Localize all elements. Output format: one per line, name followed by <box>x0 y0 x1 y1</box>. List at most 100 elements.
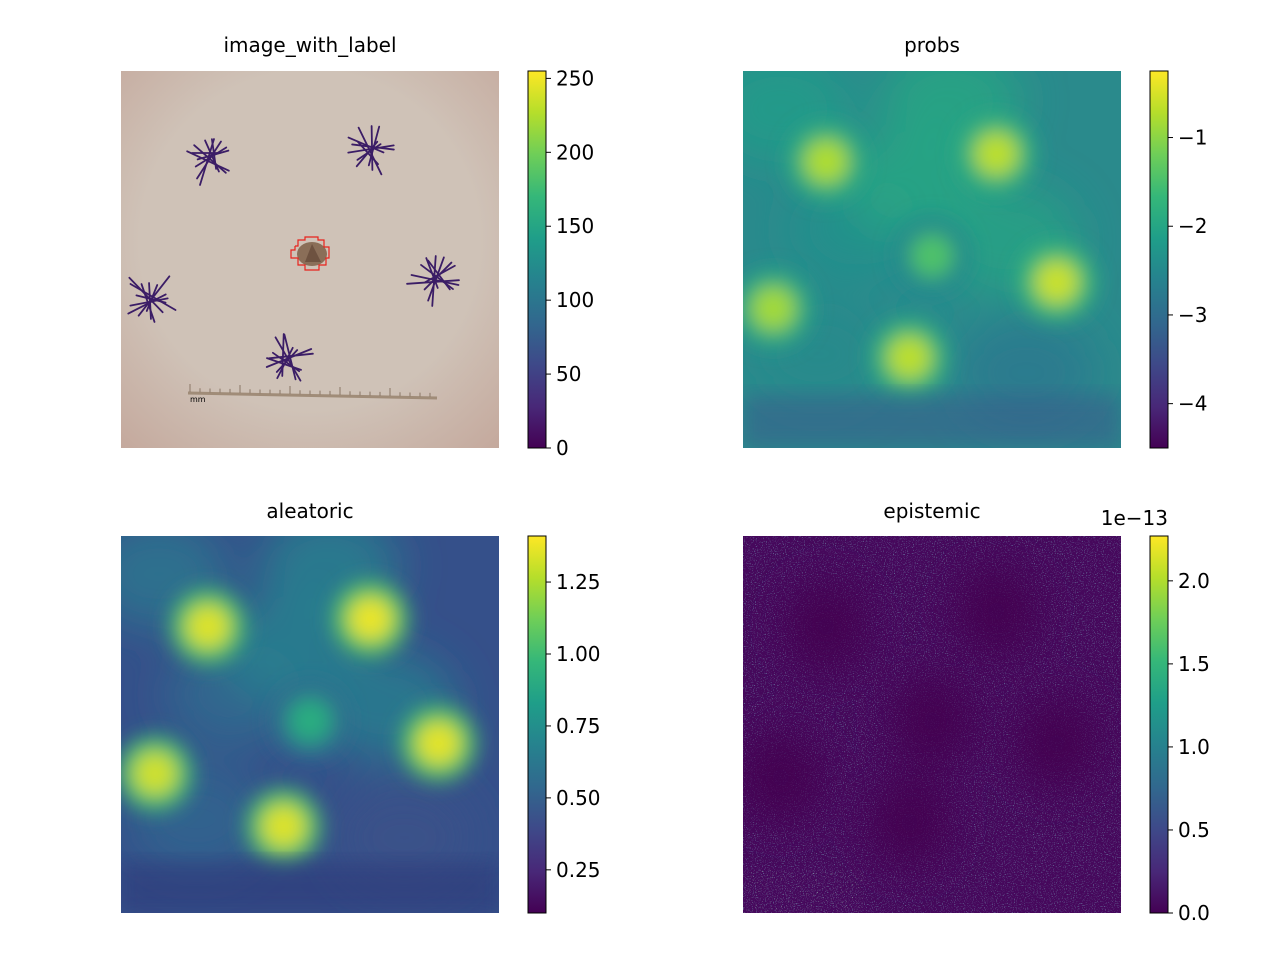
colorbar-tick-label: 2.0 <box>1178 569 1210 593</box>
ink-stroke <box>137 275 171 317</box>
ink-stroke <box>127 293 167 315</box>
ink-mark <box>265 333 314 382</box>
ink-marks <box>127 125 460 382</box>
ink-mark <box>186 138 230 186</box>
ink-stroke <box>406 279 460 285</box>
lesion <box>290 236 330 271</box>
low-uncertainty-region <box>786 580 867 673</box>
hotspot-core <box>751 286 796 331</box>
colorbar-image-with-label: 0 50 100 150 200 250 <box>527 66 594 460</box>
colorbar-tick-label: −2 <box>1178 214 1207 238</box>
heatmap-bottom-band <box>121 862 499 913</box>
colorbar-tick-label: 200 <box>556 140 594 164</box>
heatmap-area <box>743 536 1121 913</box>
ruler-label: mm <box>190 395 206 404</box>
heatmap-area <box>121 536 499 913</box>
colorbar-tick-label: −3 <box>1178 303 1207 327</box>
ink-stroke <box>194 146 228 168</box>
heatmap-bottom-band <box>743 395 1121 448</box>
ruler-ticks <box>189 384 431 397</box>
label-outline <box>290 236 330 271</box>
colorbar-tick-label: 150 <box>556 214 594 238</box>
hotspot-core <box>288 698 332 743</box>
hotspot-core <box>261 804 306 849</box>
colorbar-gradient <box>1149 535 1169 914</box>
colorbar-tick-label: 50 <box>556 362 581 386</box>
low-uncertainty-region <box>1016 697 1097 790</box>
colorbar-tick-label: 0.5 <box>1178 818 1210 842</box>
colorbar-tick-label: 250 <box>556 66 594 90</box>
hotspot-core <box>185 604 230 649</box>
heatmap-patch <box>221 594 362 705</box>
colorbar-tick-label: 0.50 <box>556 786 601 810</box>
low-uncertainty-region <box>869 776 950 869</box>
colorbar-gradient <box>527 535 547 914</box>
hotspot-core <box>348 596 393 641</box>
lesion-center <box>305 244 321 262</box>
colorbar-ticks: 0.25 0.50 0.75 1.00 1.25 <box>546 570 601 882</box>
colorbar-tick-label: 1.00 <box>556 642 601 666</box>
colorbar-offset-label: 1e−13 <box>1101 506 1168 530</box>
colorbar-tick-label: −1 <box>1178 126 1207 150</box>
colorbar-tick-label: 0.0 <box>1178 901 1210 925</box>
colorbar-tick-label: 0 <box>556 436 569 460</box>
ink-stroke <box>196 140 222 180</box>
ink-stroke <box>347 136 385 154</box>
ink-stroke <box>266 357 302 371</box>
hotspot-core <box>910 233 954 278</box>
low-uncertainty-region <box>956 565 1037 658</box>
colorbar-tick-label: 1.25 <box>556 570 601 594</box>
heatmap-edge-noise <box>743 870 863 913</box>
heatmap-patch <box>843 129 984 240</box>
hotspot-core <box>133 751 178 796</box>
colorbar-tick-label: −4 <box>1178 392 1207 416</box>
panel-image-with-label: image_with_label mm 0 50 100 150 200 250 <box>121 33 594 460</box>
ink-mark <box>347 125 395 176</box>
ink-stroke <box>268 352 314 360</box>
ink-stroke <box>420 264 454 290</box>
ink-stroke <box>199 138 215 186</box>
hotspot-core <box>804 139 849 184</box>
colorbar-aleatoric: 0.25 0.50 0.75 1.00 1.25 <box>527 535 601 914</box>
panel-aleatoric: aleatoric 0.25 0.50 0.75 1.00 1.25 <box>121 499 601 914</box>
ink-stroke <box>265 348 313 368</box>
hotspot-core <box>974 131 1019 176</box>
ink-mark <box>406 255 460 307</box>
colorbar-ticks: −1 −2 −3 −4 <box>1168 126 1207 416</box>
ink-stroke <box>135 294 167 304</box>
ruler-line <box>187 391 438 400</box>
colorbar-gradient <box>1149 70 1169 449</box>
panel-probs: probs −1 −2 −3 −4 <box>743 33 1207 449</box>
colorbar-ticks: 0.0 0.5 1.0 1.5 2.0 <box>1168 569 1210 925</box>
panel-epistemic: epistemic 0.0 0.5 1.0 1.5 2.0 1e−13 <box>743 499 1210 925</box>
panel-title: epistemic <box>883 499 980 523</box>
ink-mark <box>127 275 177 323</box>
panel-title: probs <box>904 33 960 57</box>
heatmap-dark-blobs <box>743 565 1097 869</box>
colorbar-tick-label: 1.5 <box>1178 652 1210 676</box>
ruler: mm <box>187 384 438 404</box>
hotspot-core <box>887 335 932 380</box>
hotspot-core <box>1034 260 1079 305</box>
low-uncertainty-region <box>743 731 821 824</box>
ink-stroke <box>145 284 159 312</box>
image-area: mm <box>121 71 499 448</box>
hotspot-core <box>416 721 461 766</box>
colorbar-tick-label: 0.25 <box>556 858 601 882</box>
colorbar-tick-label: 100 <box>556 288 594 312</box>
colorbar-gradient <box>527 70 547 449</box>
colorbar-ticks: 0 50 100 150 200 250 <box>546 66 594 460</box>
colorbar-tick-label: 0.75 <box>556 714 601 738</box>
panel-title: image_with_label <box>223 33 396 57</box>
ink-stroke <box>347 144 395 154</box>
colorbar-probs: −1 −2 −3 −4 <box>1149 70 1207 449</box>
ink-stroke <box>274 336 302 382</box>
colorbar-tick-label: 1.0 <box>1178 735 1210 759</box>
heatmap-hotspots <box>743 115 1095 396</box>
colorbar-epistemic: 0.0 0.5 1.0 1.5 2.0 1e−13 <box>1101 506 1210 925</box>
panel-title: aleatoric <box>266 499 353 523</box>
ink-stroke <box>276 346 294 380</box>
low-uncertainty-region <box>892 674 972 767</box>
heatmap-hotspots <box>121 580 477 865</box>
